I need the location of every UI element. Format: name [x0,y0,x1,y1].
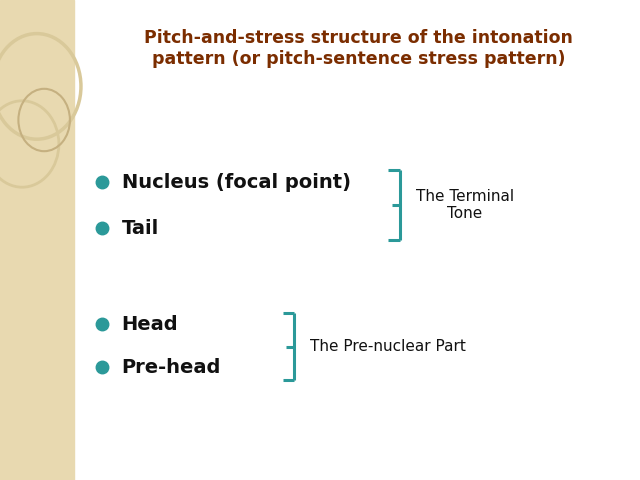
Text: Tail: Tail [122,218,159,238]
Bar [0,0,74,480]
Text: Head: Head [122,314,178,334]
Text: Pitch-and-stress structure of the intonation
pattern (or pitch-sentence stress p: Pitch-and-stress structure of the intona… [144,29,573,68]
Text: The Pre-nuclear Part: The Pre-nuclear Part [310,339,467,354]
Text: Pre-head: Pre-head [122,358,221,377]
Text: The Terminal
Tone: The Terminal Tone [416,189,514,221]
Text: Nucleus (focal point): Nucleus (focal point) [122,173,351,192]
